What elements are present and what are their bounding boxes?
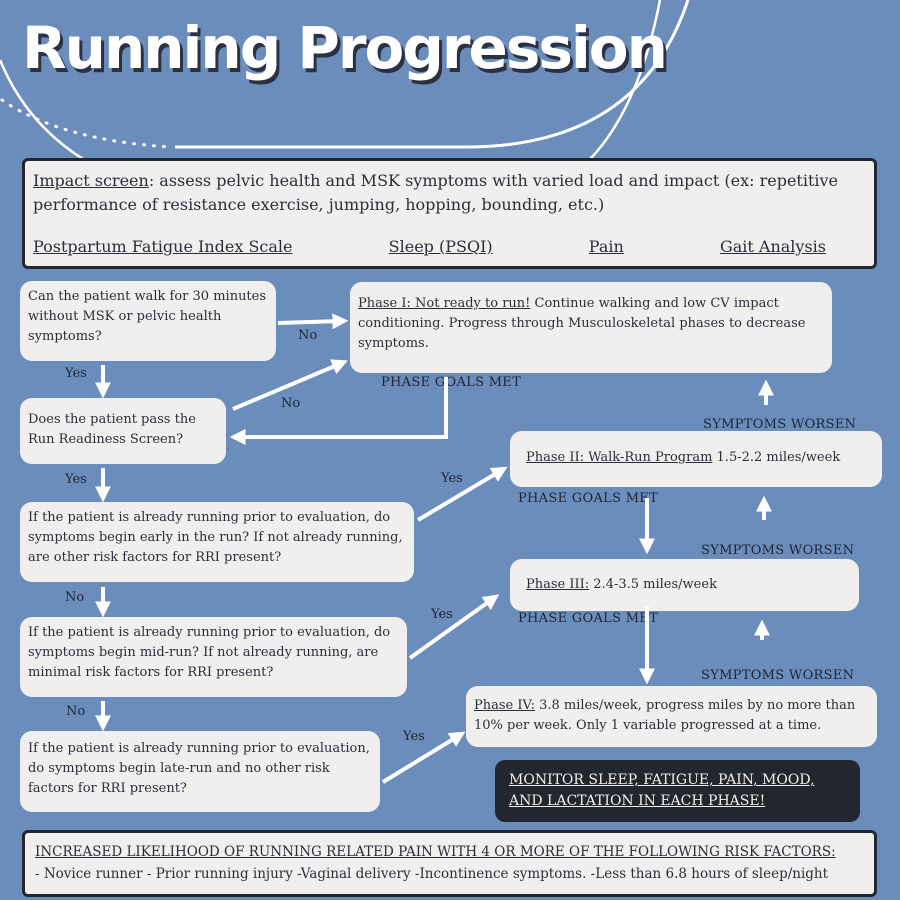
phase-2-box: Phase II: Walk-Run Program 1.5-2.2 miles…	[510, 431, 882, 487]
answer-yes-3: Yes	[441, 471, 463, 486]
answer-no-4: No	[66, 704, 86, 719]
goals-met-2: PHASE GOALS MET	[518, 491, 659, 506]
tool-gait-analysis: Gait Analysis	[719, 237, 826, 256]
tool-fatigue-index: Postpartum Fatigue Index Scale	[33, 237, 293, 256]
phase-4-text: 3.8 miles/week, progress miles by no mor…	[474, 698, 856, 733]
goals-met-1: PHASE GOALS MET	[381, 375, 522, 390]
tool-sleep-psqi: Sleep (PSQI)	[388, 237, 493, 256]
answer-no-2: No	[281, 396, 301, 411]
phase-3-label: Phase III:	[526, 577, 590, 592]
goals-met-3: PHASE GOALS MET	[518, 611, 659, 626]
phase-1-box: Phase I: Not ready to run! Continue walk…	[350, 282, 832, 373]
question-early-run: If the patient is already running prior …	[20, 502, 414, 582]
phase-1-label: Phase I: Not ready to run!	[358, 296, 531, 311]
impact-screen-label: Impact screen	[33, 171, 149, 190]
symptoms-worsen-2: SYMPTOMS WORSEN	[701, 543, 855, 558]
answer-yes-2: Yes	[65, 472, 87, 487]
risk-factors: - Novice runner - Prior running injury -…	[35, 866, 829, 882]
phase-2-label: Phase II: Walk-Run Program	[526, 450, 713, 465]
answer-no-3: No	[65, 590, 85, 605]
arrow-no-1	[277, 313, 349, 330]
question-mid-run: If the patient is already running prior …	[20, 617, 407, 697]
question-late-run: If the patient is already running prior …	[20, 731, 380, 812]
phase-3-box: Phase III: 2.4-3.5 miles/week	[510, 559, 859, 611]
impact-screen-box: Impact screen: assess pelvic health and …	[22, 158, 877, 269]
risk-factors-box: INCREASED LIKELIHOOD OF RUNNING RELATED …	[22, 830, 877, 897]
symptoms-worsen-3: SYMPTOMS WORSEN	[701, 668, 855, 683]
phase-4-box: Phase IV: 3.8 miles/week, progress miles…	[466, 686, 877, 747]
answer-yes-4: Yes	[431, 607, 453, 622]
answer-yes-1: Yes	[65, 366, 87, 381]
decorative-track-lines	[0, 0, 690, 160]
question-walk-30: Can the patient walk for 30 minutes with…	[20, 281, 276, 361]
risk-heading: INCREASED LIKELIHOOD OF RUNNING RELATED …	[35, 844, 836, 860]
tool-pain: Pain	[588, 237, 624, 256]
impact-screen-text: : assess pelvic health and MSK symptoms …	[33, 171, 839, 214]
page-title: Running Progression	[22, 14, 668, 82]
phase-2-text: 1.5-2.2 miles/week	[712, 450, 841, 465]
phase-3-text: 2.4-3.5 miles/week	[589, 577, 717, 592]
monitor-note: MONITOR SLEEP, FATIGUE, PAIN, MOOD, AND …	[495, 760, 860, 822]
symptoms-worsen-1: SYMPTOMS WORSEN	[703, 417, 857, 432]
phase-4-label: Phase IV:	[474, 698, 535, 713]
answer-yes-5: Yes	[403, 729, 425, 744]
answer-no-1: No	[298, 328, 318, 343]
question-run-readiness: Does the patient pass the Run Readiness …	[20, 398, 226, 464]
phase-1-text: Continue walking and low CV impact condi…	[358, 296, 806, 351]
